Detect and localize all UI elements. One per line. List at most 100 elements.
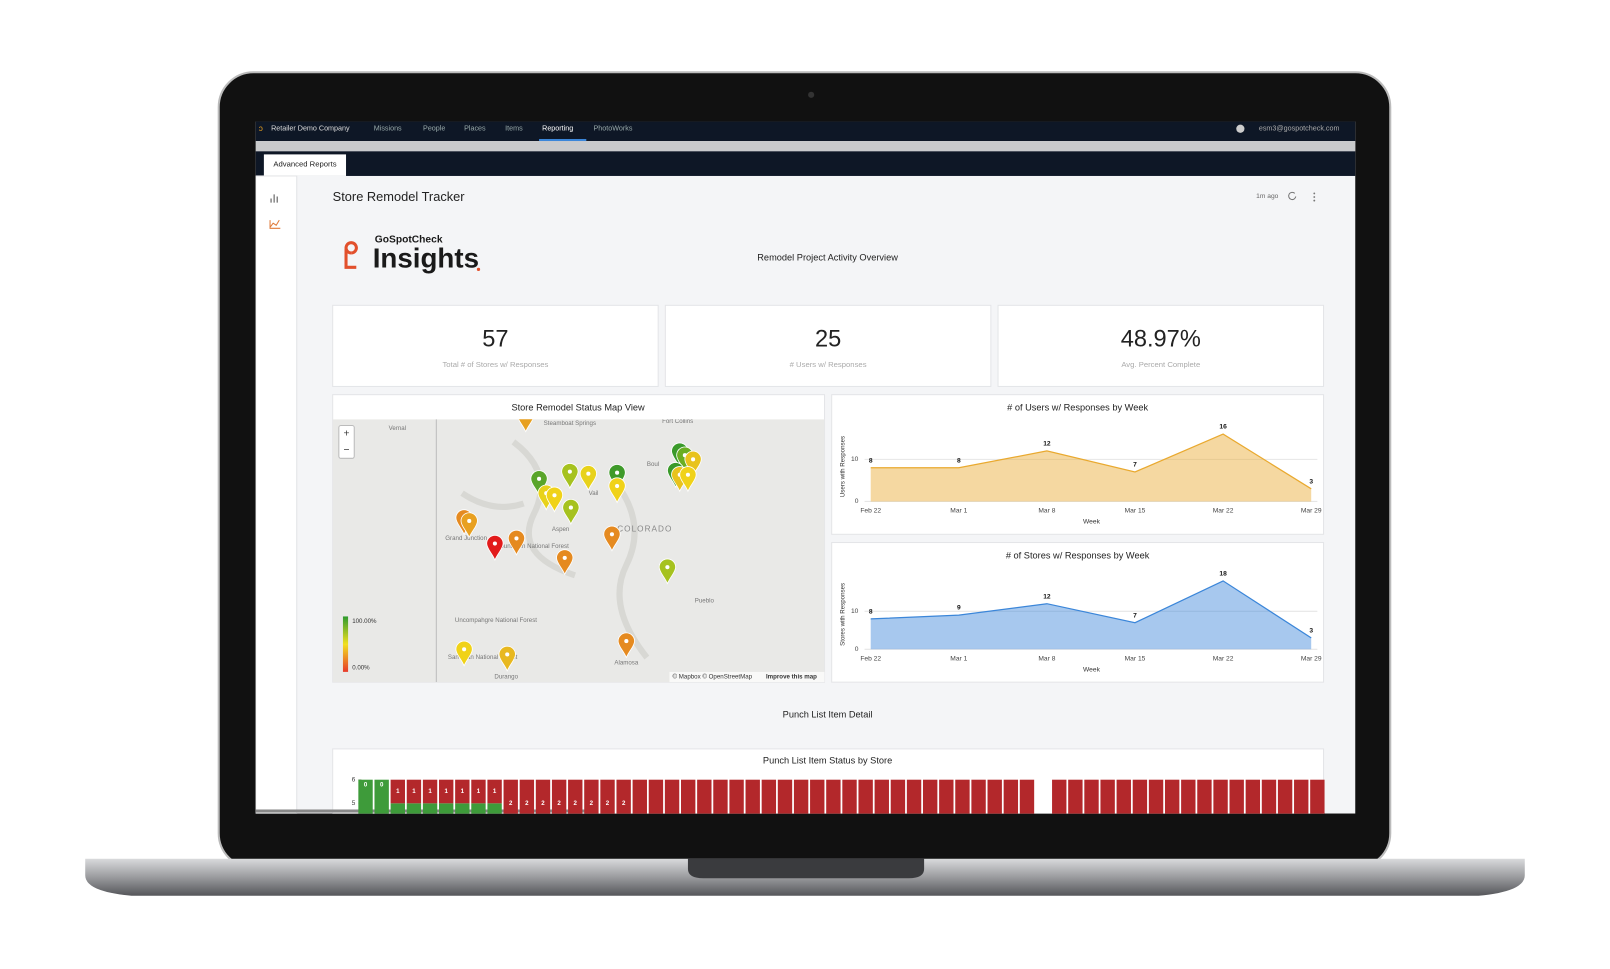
bar-segment	[1052, 779, 1067, 814]
analytics-icon[interactable]	[269, 219, 281, 229]
bar-segment	[519, 779, 535, 814]
kpi-label: Total # of Stores w/ Responses	[442, 360, 548, 369]
bar-segment	[1197, 779, 1212, 814]
store-pin[interactable]	[579, 465, 597, 492]
data-label: 18	[1219, 570, 1227, 577]
area-fill	[870, 434, 1312, 502]
chart-title: # of Stores w/ Responses by Week	[1006, 550, 1150, 560]
bar-segment	[1100, 779, 1115, 814]
data-label: 2	[557, 800, 561, 807]
help-icon[interactable]	[1236, 124, 1245, 133]
y-tick-label: 0	[855, 498, 859, 505]
logo-mark	[344, 241, 358, 269]
data-label: 2	[590, 800, 594, 807]
y-tick-label: 6	[352, 776, 356, 783]
nav-company[interactable]: Retailer Demo Company	[271, 125, 350, 133]
nav-bar	[255, 121, 1356, 142]
store-pin[interactable]	[608, 464, 626, 491]
data-label: 1	[477, 788, 481, 795]
map[interactable]: Vernal Steamboat Springs Fort Collins Boul V…	[332, 407, 825, 683]
bar-segment	[1310, 779, 1325, 814]
chart-card	[831, 541, 1325, 683]
store-pin[interactable]	[518, 407, 534, 433]
pin-icon	[615, 483, 620, 489]
bar-segment	[1229, 779, 1244, 814]
zoom-out[interactable]: −	[344, 445, 350, 456]
store-pin[interactable]	[617, 632, 635, 659]
bar-segment	[1148, 779, 1164, 814]
data-label: 7	[1133, 612, 1137, 619]
menu-icon[interactable]	[1313, 192, 1316, 202]
store-pin[interactable]	[561, 463, 579, 490]
nav-item[interactable]: Places	[464, 125, 486, 133]
place-label: Steamboat Springs	[544, 420, 596, 427]
nav-item[interactable]: PhotoWorks	[593, 125, 632, 133]
x-tick-label: Mar 29	[1301, 655, 1322, 662]
sidebar	[255, 175, 298, 814]
refresh-icon[interactable]	[1288, 191, 1297, 201]
kpi-value: 48.97%	[1121, 326, 1201, 352]
y-axis-label: Stores with Responses	[840, 583, 847, 646]
nav-item[interactable]: Reporting	[542, 125, 573, 133]
bar-segment	[1277, 779, 1293, 814]
tab-label[interactable]: Advanced Reports	[273, 160, 336, 169]
place-label: Pueblo	[695, 598, 715, 605]
nav-logo[interactable]: ↄ	[259, 124, 263, 133]
pin-icon	[567, 469, 572, 474]
store-pin[interactable]	[658, 558, 677, 585]
store-pin[interactable]	[556, 549, 574, 576]
place-label: Aspen	[552, 526, 570, 533]
data-label: 1	[412, 788, 416, 795]
bar-segment	[648, 779, 664, 814]
store-pin[interactable]	[684, 450, 702, 477]
place-label: COLORADO	[617, 524, 672, 533]
store-pin[interactable]	[562, 499, 580, 526]
pin-icon	[685, 472, 690, 477]
place-label: Durango	[494, 674, 518, 681]
zoom-in[interactable]: +	[344, 428, 350, 439]
bar-segment	[503, 779, 518, 814]
store-pin[interactable]	[498, 645, 516, 672]
store-pins	[455, 407, 702, 672]
bar-segment	[906, 779, 922, 814]
nav-item[interactable]: Missions	[374, 125, 402, 133]
bar-segment	[1132, 779, 1148, 814]
kpi-label: # Users w/ Responses	[790, 360, 867, 369]
nav-user[interactable]: esm3@gospotcheck.com	[1259, 125, 1340, 133]
store-pin[interactable]	[486, 534, 504, 562]
bar-segment	[439, 803, 454, 814]
nav-item[interactable]: People	[423, 125, 445, 133]
store-pin[interactable]	[608, 477, 626, 504]
legend-scale	[342, 616, 349, 672]
reports-icon[interactable]	[270, 194, 278, 203]
legend-max: 100.00%	[352, 618, 377, 625]
x-axis-label: Week	[1083, 519, 1101, 526]
bar-segment	[439, 779, 454, 804]
x-tick-label: Feb 22	[860, 655, 881, 662]
y-tick-label: 10	[851, 456, 859, 463]
place-label: Fort Collins	[662, 418, 693, 425]
x-tick-label: Mar 8	[1038, 655, 1055, 662]
data-label: 12	[1043, 441, 1051, 448]
store-pin[interactable]	[460, 512, 478, 539]
bar-segment	[1164, 779, 1180, 814]
store-pin[interactable]	[455, 640, 473, 667]
store-pin[interactable]	[603, 525, 621, 552]
store-pin[interactable]	[679, 466, 697, 493]
bar-segment	[551, 779, 567, 814]
bar-segment	[1294, 779, 1309, 814]
data-label: 2	[606, 800, 610, 807]
data-label: 7	[1133, 462, 1137, 469]
data-label: 9	[957, 605, 961, 612]
nav-item[interactable]: Items	[505, 125, 523, 133]
x-tick-label: Mar 22	[1213, 655, 1234, 662]
store-pin[interactable]	[507, 529, 526, 556]
store-pin[interactable]	[545, 486, 564, 513]
improve-map[interactable]: Improve this map	[766, 674, 817, 681]
bar-segment	[777, 779, 793, 814]
y-tick-label: 0	[855, 646, 859, 653]
line	[870, 580, 1312, 639]
tab[interactable]	[263, 154, 347, 176]
bar-segment	[1068, 779, 1083, 814]
